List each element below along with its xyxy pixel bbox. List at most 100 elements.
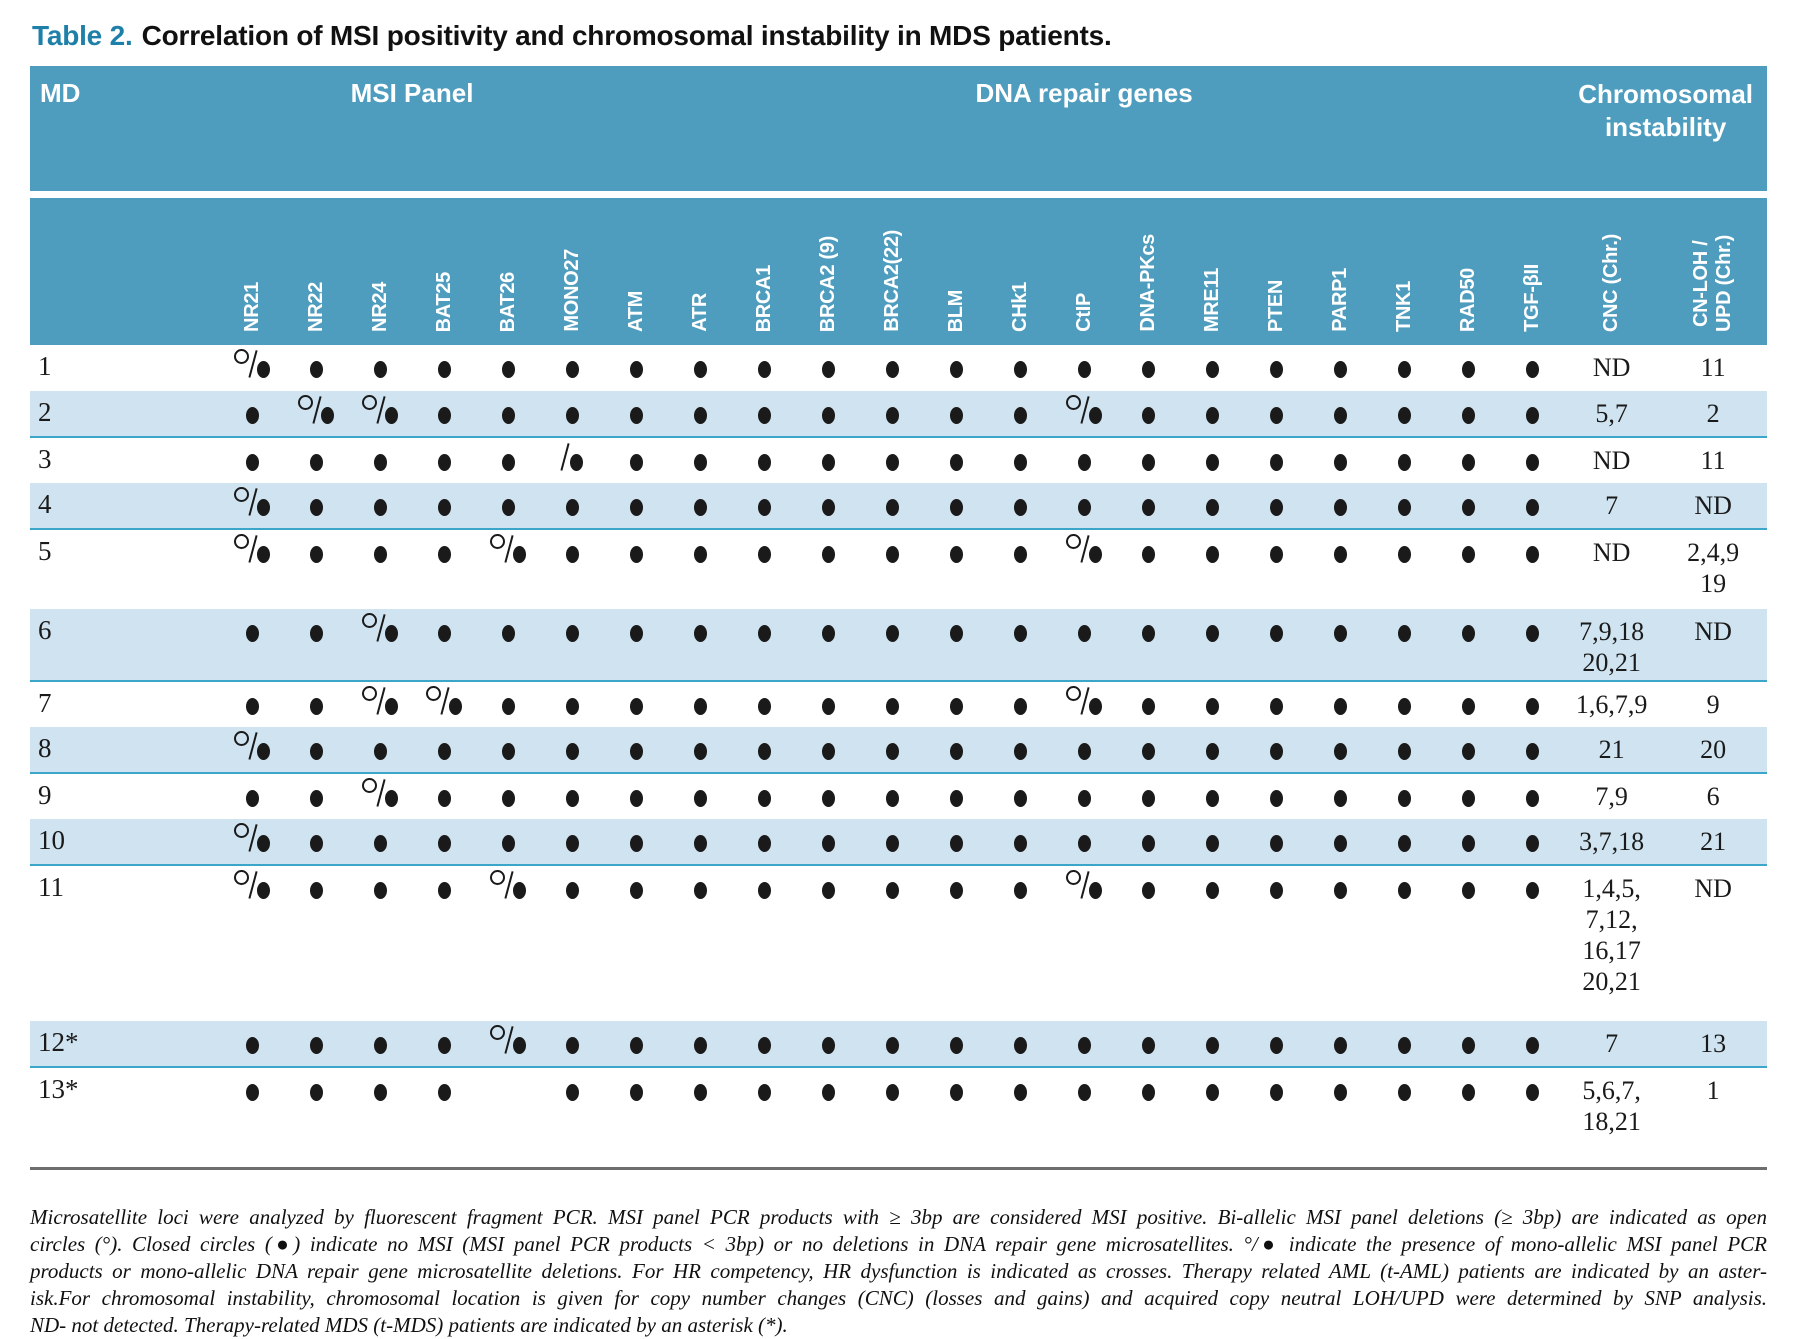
closed-circle-shape (565, 743, 579, 760)
marker-cell (540, 1067, 604, 1165)
closed-circle-icon (245, 686, 259, 715)
marker-cell (348, 681, 412, 727)
marker-cell (1180, 1021, 1244, 1067)
marker-cell (988, 819, 1052, 865)
marker-cell (284, 437, 348, 483)
marker-cell (1180, 819, 1244, 865)
closed-circle-shape (757, 407, 771, 424)
closed-circle-shape (1461, 454, 1475, 471)
closed-circle-icon (373, 442, 387, 471)
marker-cell (540, 437, 604, 483)
closed-circle-icon (1397, 613, 1411, 642)
marker-cell (1500, 529, 1564, 609)
table-number: Table 2. (32, 20, 133, 51)
open-slash-closed-circle-icon (1065, 870, 1103, 899)
marker-cell (604, 773, 668, 819)
marker-cell (924, 437, 988, 483)
closed-circle-shape (629, 698, 643, 715)
cnc-cell: 7 (1605, 1029, 1619, 1058)
marker-cell (604, 529, 668, 609)
marker-cell (284, 865, 348, 1021)
closed-circle-icon (629, 823, 643, 852)
table-bottom-rule (30, 1167, 1767, 1170)
closed-circle-shape (885, 1037, 899, 1054)
closed-circle-shape (1141, 1084, 1155, 1101)
closed-circle-shape (501, 499, 515, 516)
closed-circle-icon (437, 613, 451, 642)
closed-circle-icon (885, 349, 899, 378)
marker-cell (1116, 773, 1180, 819)
header-chromosomal-instability: Chromosomal instability (1564, 66, 1768, 191)
closed-circle-shape (757, 698, 771, 715)
closed-circle-shape (1397, 1084, 1411, 1101)
closed-circle-icon (309, 731, 323, 760)
marker-cell (1244, 529, 1308, 609)
closed-circle-icon (1461, 731, 1475, 760)
closed-circle-icon (1013, 1072, 1027, 1101)
marker-cell (860, 483, 924, 529)
marker-cell (1180, 391, 1244, 437)
closed-circle-shape (1077, 743, 1091, 760)
closed-circle-icon (437, 778, 451, 807)
closed-circle-shape (1089, 882, 1103, 899)
marker-cell (796, 727, 860, 773)
closed-circle-shape (1269, 1084, 1283, 1101)
closed-circle-shape (629, 790, 643, 807)
closed-circle-shape (1077, 361, 1091, 378)
cnloh-cell: 13 (1700, 1029, 1727, 1058)
row-id-cell: 5 (38, 536, 52, 566)
header-gap-row (30, 191, 1768, 198)
closed-circle-icon (565, 487, 579, 516)
closed-circle-shape (1461, 790, 1475, 807)
marker-cell (924, 681, 988, 727)
closed-circle-shape (437, 1084, 451, 1101)
marker-cell (988, 1021, 1052, 1067)
closed-circle-shape (1397, 743, 1411, 760)
marker-cell (1052, 529, 1116, 609)
open-circle-shape (361, 395, 377, 410)
marker-cell (540, 609, 604, 681)
slash-shape (248, 871, 258, 899)
closed-circle-icon (629, 442, 643, 471)
marker-cell (1052, 609, 1116, 681)
closed-circle-shape (1205, 361, 1219, 378)
footnote: Microsatellite loci were analyzed by flu… (30, 1204, 1767, 1339)
closed-circle-icon (757, 534, 771, 563)
marker-cell (1308, 1021, 1372, 1067)
marker-cell (732, 1067, 796, 1165)
closed-circle-shape (1205, 790, 1219, 807)
closed-circle-shape (1077, 1084, 1091, 1101)
cnc-cell: 5,6,7, 18,21 (1582, 1076, 1641, 1136)
column-header-tnk1: TNK1 (1372, 198, 1437, 345)
closed-circle-shape (565, 499, 579, 516)
closed-circle-icon (1397, 1072, 1411, 1101)
closed-circle-icon (1205, 613, 1219, 642)
open-circle-shape (361, 613, 377, 628)
open-circle-shape (1065, 395, 1081, 410)
closed-circle-icon (693, 395, 707, 424)
closed-circle-shape (949, 499, 963, 516)
closed-circle-icon (629, 1025, 643, 1054)
closed-circle-icon (373, 534, 387, 563)
marker-cell (1372, 391, 1436, 437)
marker-cell (1244, 819, 1308, 865)
marker-cell (1052, 865, 1116, 1021)
slash-shape (560, 443, 571, 471)
marker-cell (1052, 1021, 1116, 1067)
open-circle-shape (489, 1025, 505, 1040)
closed-circle-icon (821, 534, 835, 563)
closed-circle-shape (309, 361, 323, 378)
closed-circle-icon (693, 731, 707, 760)
closed-circle-icon (1461, 1072, 1475, 1101)
closed-circle-shape (1205, 743, 1219, 760)
closed-circle-shape (693, 1084, 707, 1101)
closed-circle-icon (1269, 870, 1283, 899)
marker-cell (604, 609, 668, 681)
column-header-pten: PTEN (1244, 198, 1309, 345)
closed-circle-icon (1333, 778, 1347, 807)
closed-circle-icon (565, 870, 579, 899)
marker-cell (540, 529, 604, 609)
marker-cell (476, 529, 540, 609)
column-header-bat25: BAT25 (412, 198, 476, 345)
closed-circle-icon (565, 823, 579, 852)
